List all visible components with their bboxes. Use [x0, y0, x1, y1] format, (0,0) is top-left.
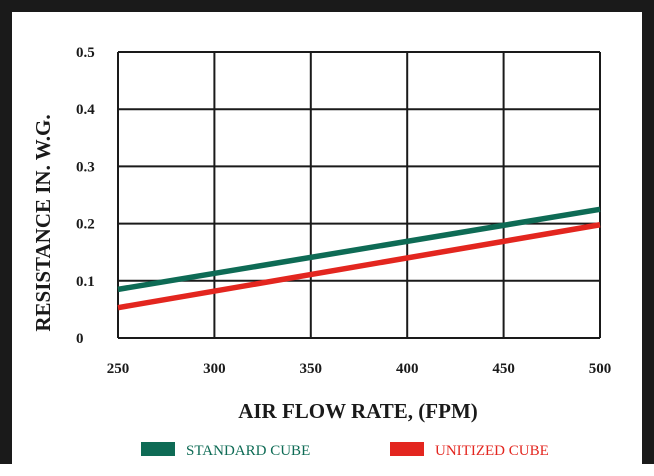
legend-swatch: [390, 442, 424, 456]
line-chart: 250 300 350 400 450 500 0 0.1 0.2 0.3 0.4 0.5 AIR …: [31, 45, 612, 459]
chart-frame: 250 300 350 400 450 500 0 0.1 0.2 0.3 0.4 0.5 AIR …: [0, 0, 654, 464]
y-tick-labels: 0 0.1 0.2 0.3 0.4 0.5: [76, 45, 95, 347]
legend-swatch: [141, 442, 175, 456]
y-tick-label: 0.3: [76, 159, 95, 175]
legend-label: STANDARD CUBE: [186, 443, 310, 459]
grid-lines: [117, 51, 601, 339]
y-tick-label: 0.1: [76, 274, 95, 290]
x-tick-label: 450: [492, 361, 515, 377]
x-tick-label: 400: [396, 361, 419, 377]
y-tick-label: 0.5: [76, 45, 95, 61]
y-tick-label: 0: [76, 331, 84, 347]
series-lines: [117, 206, 601, 311]
x-tick-label: 500: [589, 361, 612, 377]
x-tick-label: 250: [107, 361, 130, 377]
series-line-unitized-cube: [117, 222, 601, 311]
legend-label: UNITIZED CUBE: [435, 443, 549, 459]
x-axis-title: AIR FLOW RATE, (FPM): [238, 399, 478, 423]
y-axis-title: RESISTANCE IN. W.G.: [31, 114, 55, 331]
x-tick-label: 350: [300, 361, 323, 377]
y-tick-label: 0.4: [76, 102, 95, 118]
series-line-standard-cube: [117, 206, 601, 293]
x-tick-labels: 250 300 350 400 450 500: [107, 361, 612, 377]
legend: STANDARD CUBE UNITIZED CUBE: [141, 442, 549, 459]
y-tick-label: 0.2: [76, 217, 95, 233]
x-tick-label: 300: [203, 361, 226, 377]
